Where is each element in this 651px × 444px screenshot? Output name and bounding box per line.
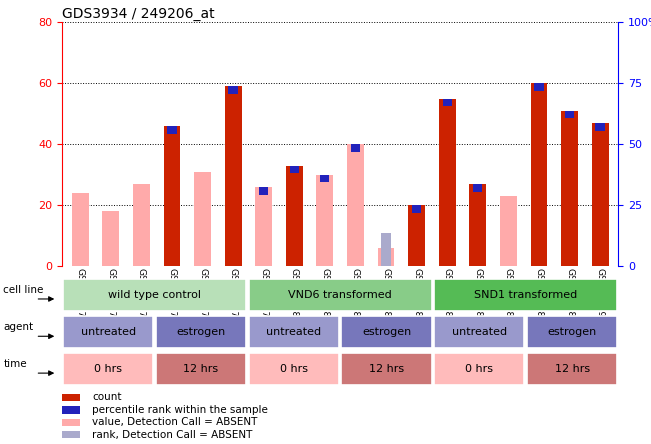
Text: value, Detection Call = ABSENT: value, Detection Call = ABSENT bbox=[92, 417, 258, 427]
Bar bbox=[259, 187, 268, 194]
Bar bbox=[534, 83, 544, 91]
Bar bbox=[156, 316, 246, 348]
Bar bbox=[62, 431, 79, 439]
Text: VND6 transformed: VND6 transformed bbox=[288, 290, 392, 300]
Bar bbox=[320, 175, 329, 182]
Bar bbox=[167, 126, 176, 134]
Bar bbox=[249, 353, 339, 385]
Bar bbox=[592, 123, 609, 266]
Bar bbox=[341, 316, 432, 348]
Bar bbox=[102, 211, 119, 266]
Text: untreated: untreated bbox=[266, 327, 322, 337]
Bar bbox=[565, 111, 574, 119]
Bar bbox=[469, 184, 486, 266]
Bar bbox=[286, 166, 303, 266]
Bar bbox=[500, 196, 517, 266]
Text: estrogen: estrogen bbox=[362, 327, 411, 337]
Bar bbox=[225, 86, 242, 266]
Bar bbox=[62, 406, 79, 414]
Bar bbox=[62, 419, 79, 426]
Bar bbox=[229, 86, 238, 94]
Bar bbox=[561, 111, 578, 266]
Bar bbox=[531, 83, 547, 266]
Text: GDS3934 / 249206_at: GDS3934 / 249206_at bbox=[62, 7, 214, 21]
Text: estrogen: estrogen bbox=[547, 327, 597, 337]
Bar bbox=[63, 316, 154, 348]
Text: agent: agent bbox=[3, 322, 33, 332]
Bar bbox=[473, 184, 482, 192]
Bar bbox=[439, 175, 456, 266]
Bar bbox=[62, 394, 79, 401]
Bar bbox=[434, 279, 617, 311]
Text: percentile rank within the sample: percentile rank within the sample bbox=[92, 404, 268, 415]
Bar bbox=[156, 353, 246, 385]
Text: time: time bbox=[3, 359, 27, 369]
Bar bbox=[378, 248, 395, 266]
Bar bbox=[381, 233, 391, 266]
Bar bbox=[316, 175, 333, 266]
Bar bbox=[412, 206, 421, 213]
Text: untreated: untreated bbox=[452, 327, 507, 337]
Bar bbox=[63, 279, 246, 311]
Bar bbox=[439, 99, 456, 266]
Bar bbox=[163, 126, 180, 266]
Bar bbox=[434, 353, 525, 385]
Text: estrogen: estrogen bbox=[176, 327, 226, 337]
Bar bbox=[63, 353, 154, 385]
Text: 0 hrs: 0 hrs bbox=[465, 364, 493, 374]
Text: 12 hrs: 12 hrs bbox=[555, 364, 590, 374]
Text: 0 hrs: 0 hrs bbox=[280, 364, 308, 374]
Bar bbox=[249, 279, 432, 311]
Bar bbox=[443, 99, 452, 106]
Text: rank, Detection Call = ABSENT: rank, Detection Call = ABSENT bbox=[92, 429, 253, 440]
Text: cell line: cell line bbox=[3, 285, 44, 295]
Bar bbox=[163, 181, 180, 266]
Bar bbox=[408, 206, 425, 266]
Text: untreated: untreated bbox=[81, 327, 136, 337]
Bar bbox=[341, 353, 432, 385]
Bar bbox=[527, 316, 617, 348]
Bar bbox=[249, 316, 339, 348]
Text: 12 hrs: 12 hrs bbox=[184, 364, 219, 374]
Bar bbox=[527, 353, 617, 385]
Bar bbox=[194, 172, 211, 266]
Bar bbox=[72, 193, 89, 266]
Bar bbox=[596, 123, 605, 131]
Bar bbox=[133, 184, 150, 266]
Bar bbox=[434, 316, 525, 348]
Text: wild type control: wild type control bbox=[108, 290, 201, 300]
Bar bbox=[286, 190, 303, 266]
Bar bbox=[255, 187, 272, 266]
Text: SND1 transformed: SND1 transformed bbox=[474, 290, 577, 300]
Bar bbox=[347, 144, 364, 266]
Text: 0 hrs: 0 hrs bbox=[94, 364, 122, 374]
Text: count: count bbox=[92, 392, 122, 402]
Bar bbox=[290, 166, 299, 173]
Text: 12 hrs: 12 hrs bbox=[369, 364, 404, 374]
Bar bbox=[351, 144, 360, 152]
